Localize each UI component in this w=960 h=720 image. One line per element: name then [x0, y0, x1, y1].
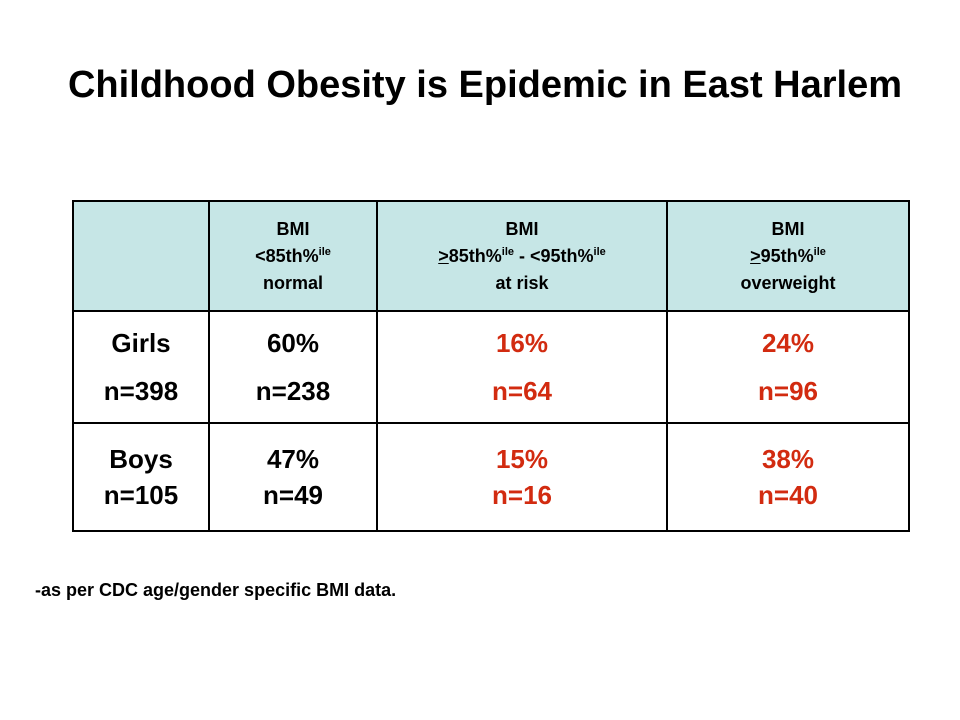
header-empty-cell [72, 200, 210, 312]
header-category: at risk [495, 272, 549, 293]
table-header-row: BMI <85th%ile normal BMI >85th%ile - <95… [72, 200, 910, 312]
header-bmi-label: BMI [771, 218, 805, 239]
cell-count: n=49 [263, 480, 323, 510]
header-percentile: 85th% [448, 245, 502, 266]
data-cell: 38% n=40 [666, 422, 910, 532]
cell-count: n=16 [492, 480, 552, 510]
header-relation: < [530, 245, 541, 266]
header-percentile-suffix: ile [593, 245, 606, 258]
row-sample-size: n=398 [103, 376, 179, 406]
header-category: overweight [740, 272, 836, 293]
cell-percent: 16% [495, 328, 549, 358]
header-relation: > [438, 245, 449, 266]
row-label-cell: Girls n=398 [72, 310, 210, 424]
cell-count: n=40 [758, 480, 818, 510]
header-category: normal [262, 272, 323, 293]
header-bmi-label: BMI [276, 218, 310, 239]
data-cell: 47% n=49 [208, 422, 378, 532]
header-percentile-suffix: ile [501, 245, 514, 258]
cell-percent: 38% [761, 444, 815, 474]
header-relation: > [750, 245, 761, 266]
cell-percent: 47% [266, 444, 320, 474]
data-cell: 60% n=238 [208, 310, 378, 424]
header-percentile: 95th% [760, 245, 814, 266]
footnote: -as per CDC age/gender specific BMI data… [35, 580, 397, 600]
cell-count: n=96 [758, 376, 818, 406]
header-percentile: 95th% [540, 245, 594, 266]
slide-title: Childhood Obesity is Epidemic in East Ha… [67, 64, 903, 106]
header-normal: BMI <85th%ile normal [208, 200, 378, 312]
data-cell: 24% n=96 [666, 310, 910, 424]
header-overweight: BMI >95th%ile overweight [666, 200, 910, 312]
header-percentile-suffix: ile [318, 245, 331, 258]
data-cell: 15% n=16 [376, 422, 668, 532]
row-label-cell: Boys n=105 [72, 422, 210, 532]
cell-count: n=64 [492, 376, 552, 406]
row-label: Boys [109, 444, 173, 474]
cell-percent: 15% [495, 444, 549, 474]
header-range-separator: - [514, 245, 530, 266]
cell-count: n=238 [255, 376, 331, 406]
row-label: Girls [111, 328, 171, 358]
header-percentile: 85th% [265, 245, 319, 266]
header-at-risk: BMI >85th%ile - <95th%ile at risk [376, 200, 668, 312]
header-percentile-suffix: ile [813, 245, 826, 258]
header-relation: < [255, 245, 266, 266]
cell-percent: 60% [266, 328, 320, 358]
bmi-table: BMI <85th%ile normal BMI >85th%ile - <95… [72, 200, 910, 532]
data-cell: 16% n=64 [376, 310, 668, 424]
table-row-girls: Girls n=398 60% n=238 16% n=64 24% n=96 [72, 310, 910, 424]
table-row-boys: Boys n=105 47% n=49 15% n=16 38% n=40 [72, 422, 910, 532]
header-bmi-label: BMI [505, 218, 539, 239]
row-sample-size: n=105 [103, 480, 179, 510]
cell-percent: 24% [761, 328, 815, 358]
